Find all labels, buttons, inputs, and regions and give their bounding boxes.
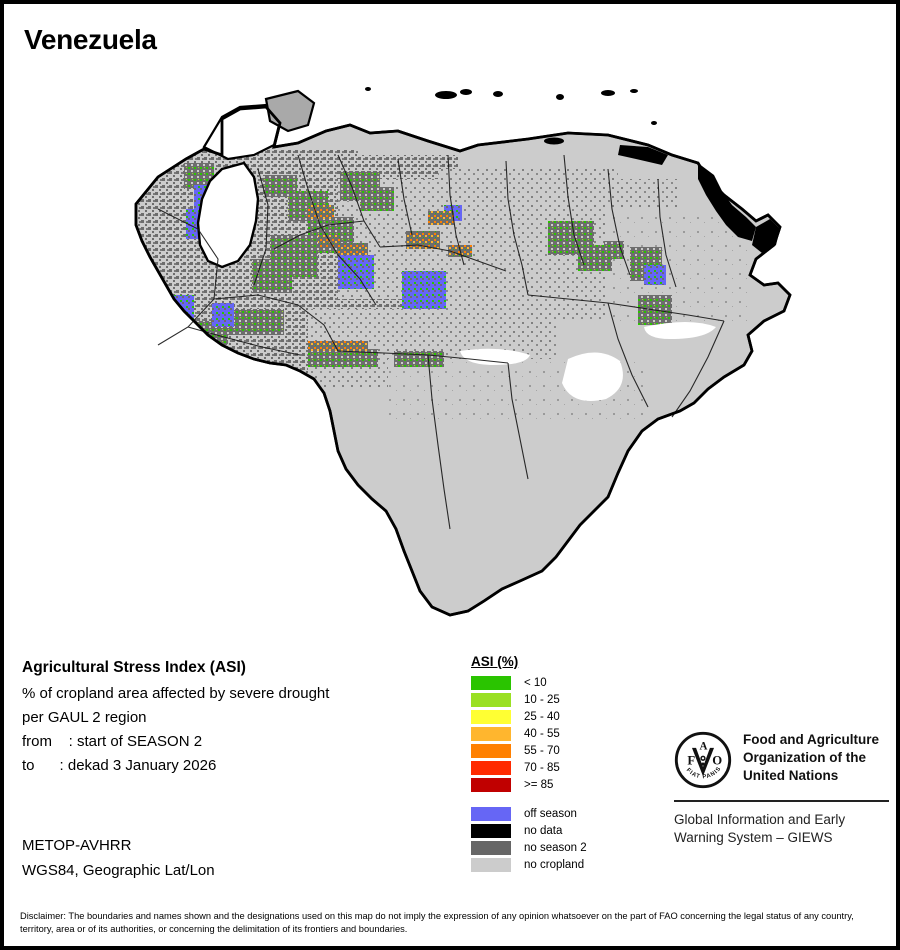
legend-class-row: 70 - 85 xyxy=(471,759,661,776)
disclaimer-text: Disclaimer: The boundaries and names sho… xyxy=(20,911,854,935)
description-block: Agricultural Stress Index (ASI) % of cro… xyxy=(22,659,452,781)
svg-text:O: O xyxy=(712,754,722,768)
legend-class-row: 25 - 40 xyxy=(471,708,661,725)
description-heading: Agricultural Stress Index (ASI) xyxy=(22,659,246,676)
legend-class-label: 10 - 25 xyxy=(524,693,560,706)
legend-class-label: 55 - 70 xyxy=(524,744,560,757)
legend-class-swatch xyxy=(471,675,511,690)
legend-class-row: 55 - 70 xyxy=(471,742,661,759)
admin-boundaries xyxy=(157,154,725,530)
description-to-line: to : dekad 3 January 2026 xyxy=(22,757,217,774)
legend-class-swatch xyxy=(471,777,511,792)
legend-status-swatch xyxy=(471,823,511,838)
legend-class-label: >= 85 xyxy=(524,778,554,791)
fao-organization-name: Food and Agriculture Organization of the… xyxy=(743,732,879,783)
source-block: METOP-AVHRR WGS84, Geographic Lat/Lon xyxy=(22,837,215,887)
svg-text:F: F xyxy=(687,754,695,768)
legend-status-label: no data xyxy=(524,824,563,837)
legend-class-row: < 10 xyxy=(471,674,661,691)
legend-status-row: no season 2 xyxy=(471,839,661,856)
venezuela-asi-map[interactable] xyxy=(8,59,900,639)
legend-status-swatch xyxy=(471,857,511,872)
legend-class-swatch xyxy=(471,743,511,758)
legend-class-row: >= 85 xyxy=(471,776,661,793)
legend-class-swatch xyxy=(471,726,511,741)
legend-status-swatch xyxy=(471,840,511,855)
legend-status-list: off season no data no season 2 no cropland xyxy=(471,805,661,873)
map-canvas[interactable] xyxy=(8,59,900,639)
legend-class-swatch xyxy=(471,709,511,724)
fao-divider xyxy=(674,800,889,802)
legend-class-swatch xyxy=(471,760,511,775)
sensor-label: METOP-AVHRR xyxy=(22,837,132,854)
legend-status-swatch xyxy=(471,806,511,821)
bottom-rule xyxy=(8,946,900,950)
legend-class-label: < 10 xyxy=(524,676,547,689)
legend-status-row: no data xyxy=(471,822,661,839)
legend-class-label: 25 - 40 xyxy=(524,710,560,723)
lake-maracaibo xyxy=(196,161,260,269)
projection-label: WGS84, Geographic Lat/Lon xyxy=(22,862,215,879)
page-title: Venezuela xyxy=(24,24,157,55)
legend-class-swatch xyxy=(471,692,511,707)
fao-branding: F A O FIAT PANIS Food and Agriculture Or… xyxy=(674,731,889,847)
giews-name: Global Information and Early Warning Sys… xyxy=(674,812,846,846)
fao-logo-icon: F A O FIAT PANIS xyxy=(674,731,732,789)
description-from-line: from : start of SEASON 2 xyxy=(22,733,203,750)
legend-class-list: < 10 10 - 25 25 - 40 40 - 55 55 - 70 70 - 85 >… xyxy=(471,674,661,793)
legend-spacer xyxy=(471,793,661,805)
cropland-raster-overlay xyxy=(136,149,748,419)
legend-class-row: 10 - 25 xyxy=(471,691,661,708)
legend-status-row: no cropland xyxy=(471,856,661,873)
legend-class-label: 40 - 55 xyxy=(524,727,560,740)
legend-title: ASI (%) xyxy=(471,654,519,669)
caribbean-islands xyxy=(365,87,657,145)
svg-text:A: A xyxy=(700,741,708,753)
legend-class-label: 70 - 85 xyxy=(524,761,560,774)
legend-status-label: no cropland xyxy=(524,858,585,871)
legend-status-label: off season xyxy=(524,807,577,820)
legend-status-label: no season 2 xyxy=(524,841,587,854)
legend: ASI (%) < 10 10 - 25 25 - 40 40 - 55 55 - 70… xyxy=(471,654,661,873)
description-line-2: per GAUL 2 region xyxy=(22,709,147,726)
description-line-1: % of cropland area affected by severe dr… xyxy=(22,685,330,702)
country-outline xyxy=(134,105,792,617)
legend-class-row: 40 - 55 xyxy=(471,725,661,742)
legend-status-row: off season xyxy=(471,805,661,822)
